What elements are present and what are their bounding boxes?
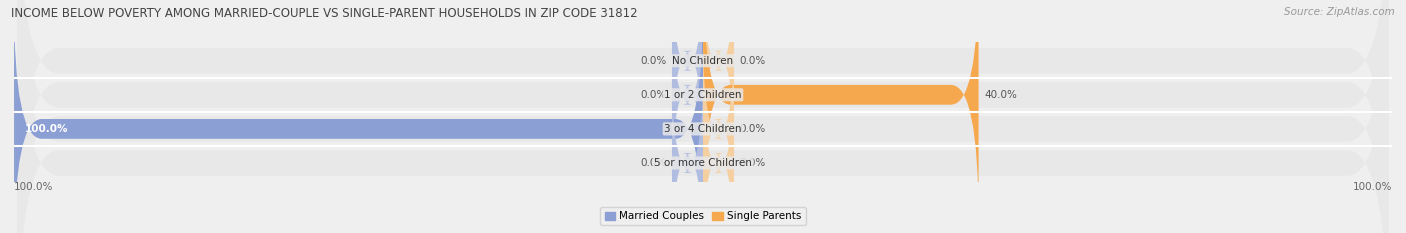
FancyBboxPatch shape <box>17 0 1389 233</box>
FancyBboxPatch shape <box>703 71 734 233</box>
Text: 0.0%: 0.0% <box>640 90 666 100</box>
Text: 1 or 2 Children: 1 or 2 Children <box>664 90 742 100</box>
Text: 3 or 4 Children: 3 or 4 Children <box>664 124 742 134</box>
Text: 0.0%: 0.0% <box>640 56 666 66</box>
Legend: Married Couples, Single Parents: Married Couples, Single Parents <box>600 207 806 226</box>
Text: 0.0%: 0.0% <box>740 158 766 168</box>
Text: 100.0%: 100.0% <box>1353 182 1392 192</box>
Text: 0.0%: 0.0% <box>640 158 666 168</box>
FancyBboxPatch shape <box>17 0 1389 233</box>
Text: INCOME BELOW POVERTY AMONG MARRIED-COUPLE VS SINGLE-PARENT HOUSEHOLDS IN ZIP COD: INCOME BELOW POVERTY AMONG MARRIED-COUPL… <box>11 7 638 20</box>
FancyBboxPatch shape <box>703 37 734 221</box>
FancyBboxPatch shape <box>672 2 703 187</box>
FancyBboxPatch shape <box>703 0 979 221</box>
Text: 0.0%: 0.0% <box>740 124 766 134</box>
Text: 100.0%: 100.0% <box>24 124 67 134</box>
FancyBboxPatch shape <box>14 2 703 233</box>
Text: 0.0%: 0.0% <box>740 56 766 66</box>
Text: No Children: No Children <box>672 56 734 66</box>
Text: 40.0%: 40.0% <box>984 90 1017 100</box>
FancyBboxPatch shape <box>672 0 703 153</box>
Text: 100.0%: 100.0% <box>14 182 53 192</box>
Text: Source: ZipAtlas.com: Source: ZipAtlas.com <box>1284 7 1395 17</box>
Text: 5 or more Children: 5 or more Children <box>654 158 752 168</box>
FancyBboxPatch shape <box>17 0 1389 233</box>
FancyBboxPatch shape <box>672 71 703 233</box>
FancyBboxPatch shape <box>17 0 1389 233</box>
FancyBboxPatch shape <box>703 0 734 153</box>
